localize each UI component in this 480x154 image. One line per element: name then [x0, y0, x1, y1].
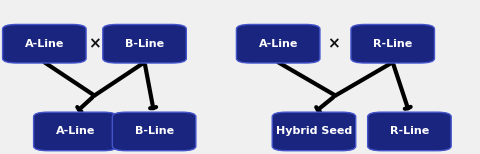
Text: A-Line: A-Line: [259, 39, 298, 49]
FancyBboxPatch shape: [34, 112, 117, 151]
Text: A-Line: A-Line: [24, 39, 64, 49]
Text: B-Line: B-Line: [125, 39, 164, 49]
Text: ×: ×: [88, 36, 101, 51]
FancyBboxPatch shape: [2, 24, 86, 63]
Text: R-Line: R-Line: [373, 39, 412, 49]
Text: ×: ×: [327, 36, 339, 51]
Text: Hybrid Seed: Hybrid Seed: [276, 126, 352, 136]
FancyBboxPatch shape: [112, 112, 196, 151]
FancyBboxPatch shape: [103, 24, 186, 63]
FancyBboxPatch shape: [351, 24, 434, 63]
Text: A-Line: A-Line: [56, 126, 95, 136]
FancyBboxPatch shape: [368, 112, 451, 151]
Text: R-Line: R-Line: [390, 126, 429, 136]
FancyBboxPatch shape: [237, 24, 320, 63]
FancyBboxPatch shape: [272, 112, 356, 151]
Text: B-Line: B-Line: [134, 126, 174, 136]
